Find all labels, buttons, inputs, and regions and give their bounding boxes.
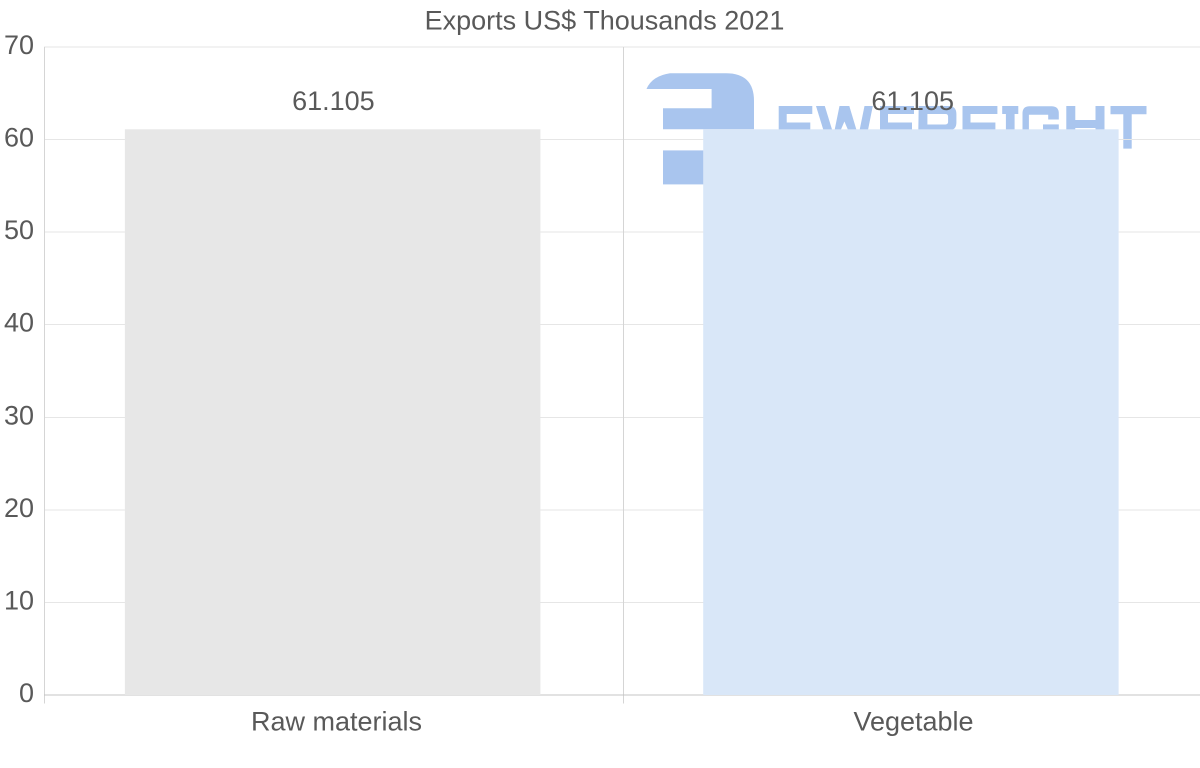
svg-text:50: 50 [4, 215, 34, 245]
svg-text:61.105: 61.105 [292, 86, 375, 116]
svg-text:20: 20 [4, 493, 34, 523]
svg-text:0: 0 [19, 678, 34, 708]
svg-text:Raw materials: Raw materials [251, 707, 422, 737]
svg-text:Vegetable: Vegetable [853, 707, 973, 737]
svg-text:40: 40 [4, 308, 34, 338]
svg-text:10: 10 [4, 585, 34, 615]
svg-text:30: 30 [4, 400, 34, 430]
svg-text:70: 70 [4, 30, 34, 60]
svg-text:Exports US$ Thousands 2021: Exports US$ Thousands 2021 [425, 6, 785, 36]
svg-text:61.105: 61.105 [871, 86, 954, 116]
svg-text:60: 60 [4, 123, 34, 153]
